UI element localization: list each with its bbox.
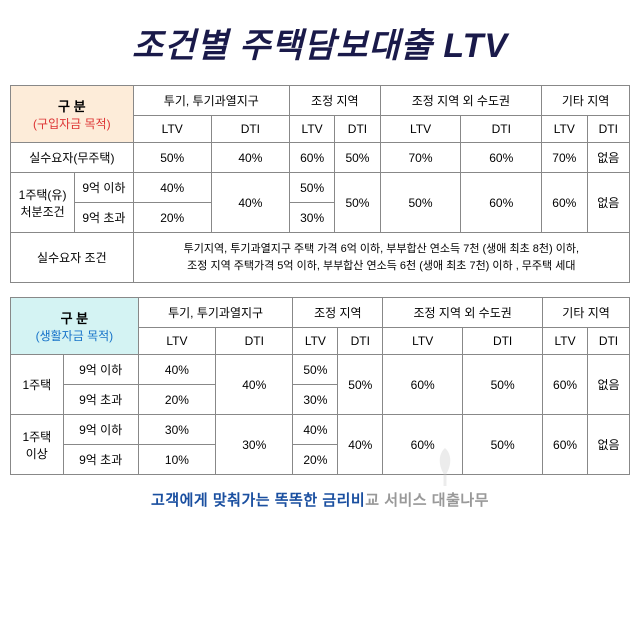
gubun-label: 구 분 <box>13 308 136 327</box>
label-part: 1주택 <box>22 430 51 444</box>
cell: 50% <box>338 355 383 415</box>
cell: 60% <box>542 173 587 233</box>
gubun-sub: (구입자금 목적) <box>13 115 131 132</box>
cell: 50% <box>463 415 543 475</box>
ltv-h: LTV <box>293 328 338 355</box>
cond-label: 실수요자 조건 <box>11 233 134 283</box>
cond-line: 투기지역, 투기과열지구 주택 가격 6억 이하, 부부합산 연소득 7천 (생… <box>184 243 579 255</box>
cell: 60% <box>543 355 588 415</box>
table-purchase: 구 분 (구입자금 목적) 투기, 투기과열지구 조정 지역 조정 지역 외 수… <box>10 85 630 283</box>
cell: 40% <box>211 143 289 173</box>
sub-label: 9억 초과 <box>63 445 138 475</box>
dti-h: DTI <box>335 116 380 143</box>
footer-text: 고객에게 맞춰가는 똑똑한 금리비교 서비스 대출나무 <box>10 489 630 510</box>
row-label: 1주택 <box>11 355 64 415</box>
cell: 40% <box>138 355 215 385</box>
cell: 없음 <box>587 143 630 173</box>
cell: 30% <box>216 415 293 475</box>
cell: 50% <box>380 173 461 233</box>
cell: 20% <box>138 385 215 415</box>
region-h: 기타 지역 <box>542 86 630 116</box>
cell: 30% <box>293 385 338 415</box>
label-part: 이상 <box>26 447 48 461</box>
sub-label: 9억 이하 <box>63 415 138 445</box>
ltv-h: LTV <box>542 116 587 143</box>
region-h: 기타 지역 <box>543 298 630 328</box>
cell: 50% <box>289 173 334 203</box>
cell: 50% <box>463 355 543 415</box>
cell: 60% <box>543 415 588 475</box>
dti-h: DTI <box>461 116 542 143</box>
cell: 40% <box>211 173 289 233</box>
dti-h: DTI <box>338 328 383 355</box>
table-row: 1주택 이상 9억 이하 30% 30% 40% 40% 60% 50% 60%… <box>11 415 630 445</box>
page-title: 조건별 주택담보대출 LTV <box>10 18 630 67</box>
ltv-h: LTV <box>383 328 463 355</box>
region-h: 투기, 투기과열지구 <box>138 298 293 328</box>
region-h: 조정 지역 외 수도권 <box>383 298 543 328</box>
dti-h: DTI <box>463 328 543 355</box>
region-h: 조정 지역 외 수도권 <box>380 86 541 116</box>
cell: 60% <box>383 355 463 415</box>
gubun-sub: (생활자금 목적) <box>13 327 136 344</box>
cell: 60% <box>383 415 463 475</box>
table-row: 실수요자 조건 투기지역, 투기과열지구 주택 가격 6억 이하, 부부합산 연… <box>11 233 630 283</box>
cell: 없음 <box>587 173 630 233</box>
cell: 10% <box>138 445 215 475</box>
sub-label: 9억 이하 <box>63 355 138 385</box>
cell: 40% <box>216 355 293 415</box>
sub-label: 9억 초과 <box>63 385 138 415</box>
dti-h: DTI <box>587 116 630 143</box>
region-h: 조정 지역 <box>293 298 383 328</box>
footer-part: 대출나무 <box>427 492 489 509</box>
gubun-header-2: 구 분 (생활자금 목적) <box>11 298 139 355</box>
dti-h: DTI <box>211 116 289 143</box>
cell: 30% <box>289 203 334 233</box>
cell: 40% <box>338 415 383 475</box>
cell: 70% <box>542 143 587 173</box>
label-part: 처분조건 <box>20 205 64 219</box>
ltv-h: LTV <box>380 116 461 143</box>
cell: 50% <box>335 173 380 233</box>
table-row: 1주택(유) 처분조건 9억 이하 40% 40% 50% 50% 50% 60… <box>11 173 630 203</box>
cond-line: 조정 지역 주택가격 5억 이하, 부부합산 연소득 6천 (생애 최초 7천)… <box>187 260 575 272</box>
cell: 40% <box>133 173 211 203</box>
cell: 30% <box>138 415 215 445</box>
table-row: 1주택 9억 이하 40% 40% 50% 50% 60% 50% 60% 없음 <box>11 355 630 385</box>
cell: 20% <box>293 445 338 475</box>
row-label: 실수요자(무주택) <box>11 143 134 173</box>
footer-part: 교 서비스 <box>365 492 427 509</box>
table-row: 실수요자(무주택) 50% 40% 60% 50% 70% 60% 70% 없음 <box>11 143 630 173</box>
cell: 없음 <box>587 415 629 475</box>
cond-text: 투기지역, 투기과열지구 주택 가격 6억 이하, 부부합산 연소득 7천 (생… <box>133 233 629 283</box>
cell: 50% <box>133 143 211 173</box>
gubun-label: 구 분 <box>13 96 131 115</box>
cell: 60% <box>461 143 542 173</box>
cell: 70% <box>380 143 461 173</box>
ltv-h: LTV <box>289 116 334 143</box>
row-label: 1주택(유) 처분조건 <box>11 173 75 233</box>
ltv-h: LTV <box>138 328 215 355</box>
dti-h: DTI <box>587 328 629 355</box>
cell: 60% <box>461 173 542 233</box>
footer-part: 고객에게 맞춰가는 똑똑한 금리비 <box>151 492 365 509</box>
sub-label: 9억 이하 <box>75 173 134 203</box>
cell: 50% <box>335 143 380 173</box>
label-part: 1주택(유) <box>19 188 67 202</box>
table-living: 구 분 (생활자금 목적) 투기, 투기과열지구 조정 지역 조정 지역 외 수… <box>10 297 630 475</box>
cell: 20% <box>133 203 211 233</box>
cell: 40% <box>293 415 338 445</box>
row-label: 1주택 이상 <box>11 415 64 475</box>
ltv-h: LTV <box>543 328 588 355</box>
gubun-header-1: 구 분 (구입자금 목적) <box>11 86 134 143</box>
dti-h: DTI <box>216 328 293 355</box>
region-h: 투기, 투기과열지구 <box>133 86 289 116</box>
region-h: 조정 지역 <box>289 86 380 116</box>
cell: 없음 <box>587 355 629 415</box>
sub-label: 9억 초과 <box>75 203 134 233</box>
cell: 50% <box>293 355 338 385</box>
ltv-h: LTV <box>133 116 211 143</box>
cell: 60% <box>289 143 334 173</box>
